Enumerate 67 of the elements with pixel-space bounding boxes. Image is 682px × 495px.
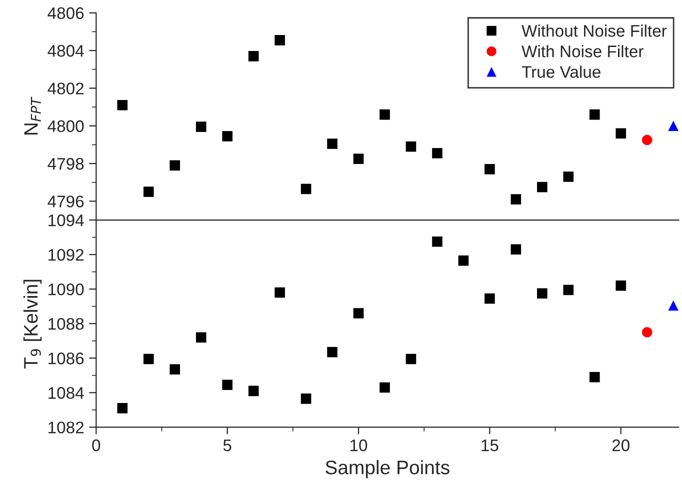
x-tick-label: 10 xyxy=(350,439,368,452)
point xyxy=(668,300,678,311)
point xyxy=(537,288,548,299)
x-tick-label: 0 xyxy=(92,439,100,452)
point xyxy=(484,164,495,174)
point xyxy=(380,382,390,393)
point xyxy=(563,284,574,296)
legend-label: Without Noise Filter xyxy=(522,24,667,37)
point xyxy=(117,100,128,110)
y-tick-label: 1088 xyxy=(48,318,84,330)
point xyxy=(300,184,312,194)
point xyxy=(510,244,522,255)
point xyxy=(222,131,232,142)
y-tick-label: 4802 xyxy=(48,82,84,94)
point xyxy=(327,346,338,358)
point xyxy=(642,327,652,338)
y-tick-label: 1090 xyxy=(48,283,84,296)
y-tick-label: 4804 xyxy=(48,44,84,57)
point xyxy=(406,354,416,364)
point xyxy=(143,354,154,364)
point xyxy=(222,380,232,390)
point xyxy=(274,287,285,298)
point xyxy=(300,394,312,404)
point xyxy=(432,148,442,158)
point xyxy=(616,280,626,291)
y-tick-label: 1086 xyxy=(48,352,84,364)
point xyxy=(380,109,390,120)
point xyxy=(196,332,206,343)
point xyxy=(616,128,626,139)
y-tick-label: 1084 xyxy=(48,387,84,399)
x-tick-label: 20 xyxy=(612,439,630,452)
y-tick-label: 4796 xyxy=(48,196,84,208)
point xyxy=(563,172,574,182)
y-tick-label: 1092 xyxy=(48,248,84,261)
legend-label: With Noise Filter xyxy=(522,45,644,58)
point xyxy=(668,120,678,132)
point xyxy=(406,141,416,152)
x-tick-label: 5 xyxy=(223,440,232,452)
point xyxy=(589,372,600,382)
point xyxy=(432,236,442,247)
y-tick-label: 4806 xyxy=(48,7,84,20)
point xyxy=(170,160,180,171)
point xyxy=(117,403,128,414)
point xyxy=(170,364,180,375)
legend-label: True Value xyxy=(522,66,600,78)
y-tick-label: 4798 xyxy=(48,158,84,170)
point xyxy=(353,308,364,318)
y-tick-label: 4800 xyxy=(48,120,84,132)
point xyxy=(143,186,154,197)
point xyxy=(248,51,259,62)
point xyxy=(510,194,522,204)
point xyxy=(327,138,338,149)
point xyxy=(642,134,652,146)
y-tick-label: 1082 xyxy=(48,422,84,434)
y-axis-title: N$_{FPT}$ xyxy=(24,96,41,134)
y-axis-title: T$_{9}$ [Kelvin] xyxy=(23,280,42,368)
y-tick-label: 1094 xyxy=(48,214,84,226)
point xyxy=(484,293,495,304)
x-tick-label: 15 xyxy=(482,440,498,452)
point xyxy=(248,386,259,396)
point xyxy=(537,182,548,192)
point xyxy=(458,255,469,266)
point xyxy=(589,109,600,120)
point xyxy=(196,122,206,132)
x-axis-title: Sample Points xyxy=(326,460,450,478)
point xyxy=(353,154,364,164)
point xyxy=(274,35,285,46)
